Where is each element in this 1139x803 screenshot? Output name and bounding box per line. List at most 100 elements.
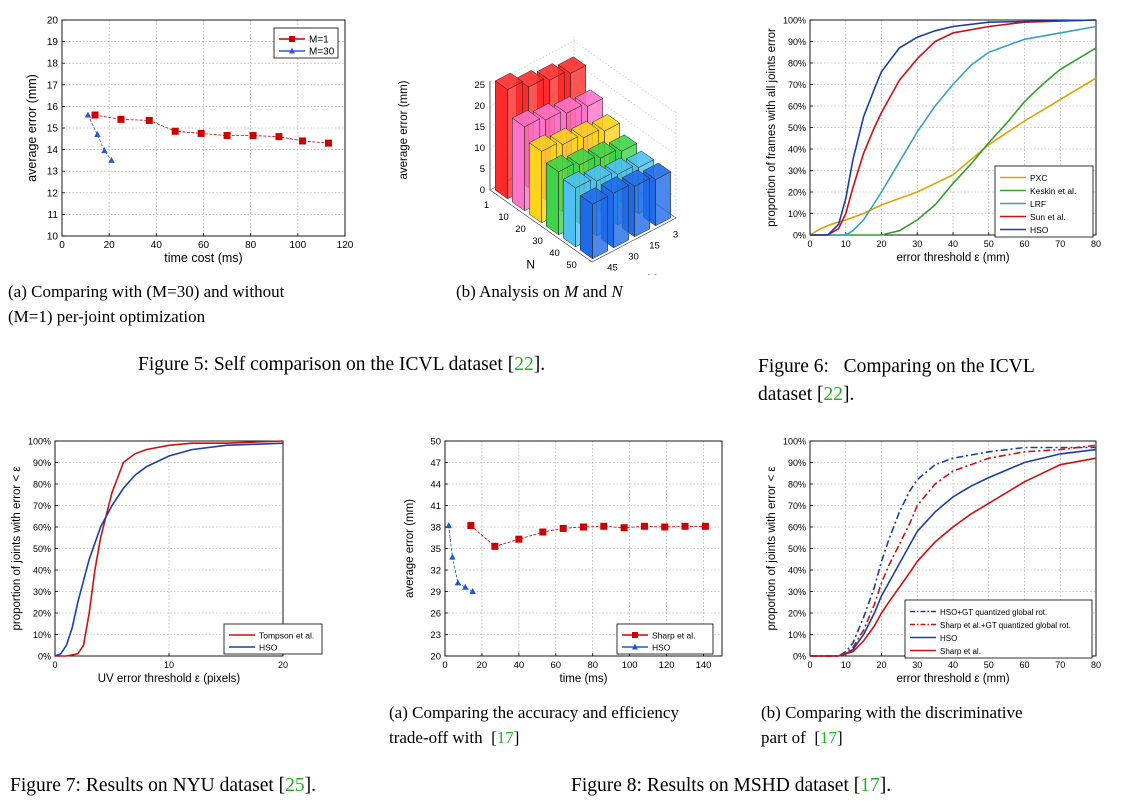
series-line bbox=[809, 77, 1097, 236]
bar-top bbox=[515, 70, 545, 88]
y-tick-label: 60% bbox=[33, 523, 51, 533]
x-tick-label: 60 bbox=[551, 660, 562, 671]
x-axis-label: error threshold ε (mm) bbox=[896, 673, 1009, 685]
citation-link[interactable]: 25 bbox=[285, 775, 305, 796]
x-tick-label: 20 bbox=[477, 660, 488, 671]
legend-entry: PXC bbox=[1030, 173, 1047, 183]
data-point bbox=[462, 583, 469, 590]
y-tick-label: 14 bbox=[47, 145, 59, 156]
bar-side bbox=[655, 171, 671, 227]
y-tick-label: 30% bbox=[788, 166, 806, 176]
y-tick-label: 10% bbox=[788, 630, 806, 640]
n-tick-label: 10 bbox=[498, 212, 509, 223]
series-line bbox=[810, 457, 1097, 657]
data-point bbox=[197, 129, 205, 137]
bar-face bbox=[495, 80, 508, 200]
data-point bbox=[600, 522, 608, 530]
legend-marker bbox=[632, 643, 638, 650]
legend-marker bbox=[289, 47, 295, 54]
legend-entry: HSO bbox=[1030, 225, 1049, 235]
n-tick-label: 1 bbox=[484, 200, 489, 211]
z-tick-label: 20 bbox=[474, 101, 485, 112]
data-point bbox=[117, 115, 125, 123]
bar-face bbox=[529, 142, 542, 224]
y-tick-label: 20 bbox=[430, 652, 441, 663]
n-tick-label: 40 bbox=[549, 248, 560, 259]
bar-top bbox=[511, 109, 541, 128]
data-point bbox=[701, 522, 709, 530]
y-tick-label: 60% bbox=[788, 523, 806, 533]
y-tick-label: 50% bbox=[788, 544, 806, 554]
y-tick-label: 0% bbox=[793, 231, 806, 241]
data-point bbox=[91, 111, 99, 119]
x-axis-label: time (ms) bbox=[560, 673, 608, 685]
citation-link[interactable]: 17 bbox=[496, 728, 514, 747]
z-tick-label: 15 bbox=[474, 122, 485, 133]
data-point bbox=[640, 522, 648, 530]
figure-5-caption: Figure 5: Self comparison on the ICVL da… bbox=[138, 354, 546, 375]
bar-face bbox=[546, 162, 559, 236]
bar-top bbox=[528, 134, 558, 152]
series-line bbox=[87, 114, 112, 161]
legend-box bbox=[223, 623, 323, 655]
x-tick-label: 80 bbox=[245, 240, 257, 251]
x-axis-label: time cost (ms) bbox=[164, 251, 242, 265]
n-tick-label: 30 bbox=[532, 236, 543, 247]
plot-frame bbox=[809, 19, 1097, 236]
y-tick-label: 10% bbox=[788, 209, 806, 219]
y-tick-label: 32 bbox=[430, 566, 441, 577]
data-point bbox=[324, 139, 332, 147]
y-tick-label: 20 bbox=[47, 16, 59, 27]
data-point bbox=[661, 523, 669, 531]
y-tick-label: 40% bbox=[33, 566, 51, 576]
citation-link[interactable]: 17 bbox=[860, 775, 880, 796]
data-point bbox=[681, 522, 689, 530]
series-line bbox=[55, 440, 284, 657]
y-axis-label: proportion of joints with error < ε bbox=[766, 467, 778, 631]
figure-6-caption: Figure 6: Comparing on the ICVL dataset … bbox=[758, 356, 1035, 405]
legend-entry: Tompson et al. bbox=[259, 631, 314, 641]
y-tick-label: 11 bbox=[48, 210, 59, 221]
data-point bbox=[559, 524, 567, 532]
data-point bbox=[145, 116, 153, 124]
bar-top bbox=[574, 89, 604, 107]
x-tick-label: 70 bbox=[1055, 239, 1065, 249]
y-axis-label: proportion of frames with all joints err… bbox=[766, 28, 778, 227]
citation-link[interactable]: 22 bbox=[823, 384, 844, 405]
y-tick-label: 70% bbox=[33, 501, 51, 511]
x-tick-label: 0 bbox=[442, 660, 447, 671]
y-tick-label: 90% bbox=[33, 458, 51, 468]
data-point bbox=[449, 553, 456, 560]
bar-side bbox=[592, 195, 608, 260]
data-point bbox=[101, 147, 108, 154]
figure-5b-subcaption: (b) Analysis on M and N bbox=[456, 282, 623, 301]
data-point bbox=[467, 522, 475, 530]
series-line bbox=[810, 444, 1097, 657]
legend-entry: HSO bbox=[259, 643, 278, 653]
bar-face bbox=[580, 195, 593, 260]
series-line bbox=[810, 448, 1097, 657]
y-tick-label: 70% bbox=[788, 501, 806, 511]
legend-entry: LRF bbox=[1030, 199, 1046, 209]
y-tick-label: 17 bbox=[47, 80, 59, 91]
figure-8a-chart: 0 20 40 60 80 100 120 1402023262932353841444750… bbox=[404, 437, 723, 685]
y-tick-label: 80% bbox=[788, 480, 806, 490]
bar-side bbox=[613, 184, 629, 249]
y-tick-label: 47 bbox=[430, 458, 441, 469]
y-tick-label: 23 bbox=[430, 630, 441, 641]
legend-entry: Sharp et al. bbox=[940, 647, 981, 656]
bar-top bbox=[494, 72, 524, 90]
figure-6-chart: 0 10 20 30 40 50 60 70 80 0% 10% 20% 30% 40% 50% 60% 70%… bbox=[766, 16, 1101, 265]
x-tick-label: 30 bbox=[912, 660, 922, 670]
y-tick-label: 15 bbox=[47, 124, 59, 135]
citation-link[interactable]: 22 bbox=[514, 354, 534, 375]
legend-entry: HSO bbox=[940, 634, 957, 643]
x-tick-label: 40 bbox=[151, 240, 163, 251]
data-point bbox=[620, 524, 628, 532]
x-tick-label: 10 bbox=[841, 660, 851, 670]
citation-link[interactable]: 17 bbox=[820, 728, 838, 747]
bar-top bbox=[587, 141, 617, 159]
figure-8-caption: Figure 8: Results on MSHD dataset [17]. bbox=[571, 775, 892, 796]
legend-marker bbox=[289, 36, 295, 42]
y-tick-label: 29 bbox=[430, 587, 441, 598]
